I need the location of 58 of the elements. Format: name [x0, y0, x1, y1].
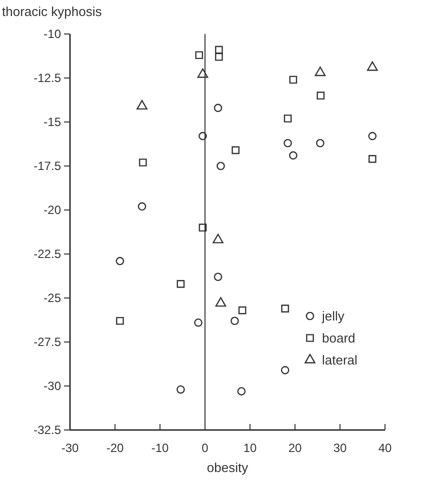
- y-tick-label: -30: [44, 379, 62, 394]
- y-tick-label: -10: [44, 27, 62, 42]
- point: [116, 316, 124, 325]
- point: [138, 158, 147, 166]
- x-tick-label: 10: [243, 441, 257, 455]
- legend-label: lateral: [322, 352, 358, 368]
- point: [216, 162, 225, 170]
- point: [316, 138, 324, 148]
- point: [316, 92, 325, 100]
- point: [197, 68, 208, 78]
- point: [237, 387, 246, 396]
- x-tick-label: 0: [202, 441, 209, 455]
- point: [368, 155, 376, 163]
- point: [214, 272, 222, 282]
- point: [198, 224, 207, 232]
- point: [215, 46, 223, 54]
- y-tick-label: -17.5: [34, 159, 62, 174]
- point: [289, 151, 298, 160]
- point: [194, 318, 202, 327]
- y-tick-label: -32.5: [34, 423, 62, 438]
- point: [230, 316, 239, 326]
- x-tick-label: -20: [106, 441, 124, 455]
- point: [232, 146, 240, 154]
- y-tick-label: -27.5: [34, 335, 62, 350]
- y-tick-label: -20: [44, 203, 62, 218]
- x-tick-label: -30: [61, 441, 79, 455]
- point: [215, 297, 226, 307]
- y-axis-title: thoracic kyphosis: [2, 4, 102, 19]
- point: [284, 114, 292, 122]
- y-tick-label: -25: [44, 291, 62, 306]
- point: [366, 61, 378, 71]
- point: [289, 76, 298, 84]
- point: [314, 66, 326, 76]
- point: [136, 100, 148, 110]
- point: [215, 52, 223, 61]
- point: [116, 256, 124, 266]
- point: [176, 280, 185, 288]
- point: [198, 132, 207, 140]
- x-axis-title: obesity: [206, 460, 249, 475]
- x-tick-label: 40: [378, 441, 392, 455]
- point: [176, 385, 185, 394]
- point: [138, 202, 146, 211]
- point: [238, 306, 246, 314]
- point: [195, 51, 204, 60]
- x-tick-label: -10: [151, 441, 169, 455]
- legend-label: board: [322, 330, 356, 346]
- point: [280, 366, 290, 374]
- y-tick-label: -15: [44, 115, 62, 130]
- legend-label: jelly: [321, 308, 345, 324]
- point: [281, 304, 290, 312]
- point: [368, 132, 377, 140]
- x-tick-label: 20: [288, 441, 302, 455]
- y-tick-label: -12.5: [34, 71, 62, 86]
- point: [214, 104, 222, 112]
- y-tick-label: -22.5: [34, 247, 62, 262]
- point: [284, 138, 292, 148]
- x-tick-label: 30: [333, 441, 347, 455]
- point: [212, 234, 224, 244]
